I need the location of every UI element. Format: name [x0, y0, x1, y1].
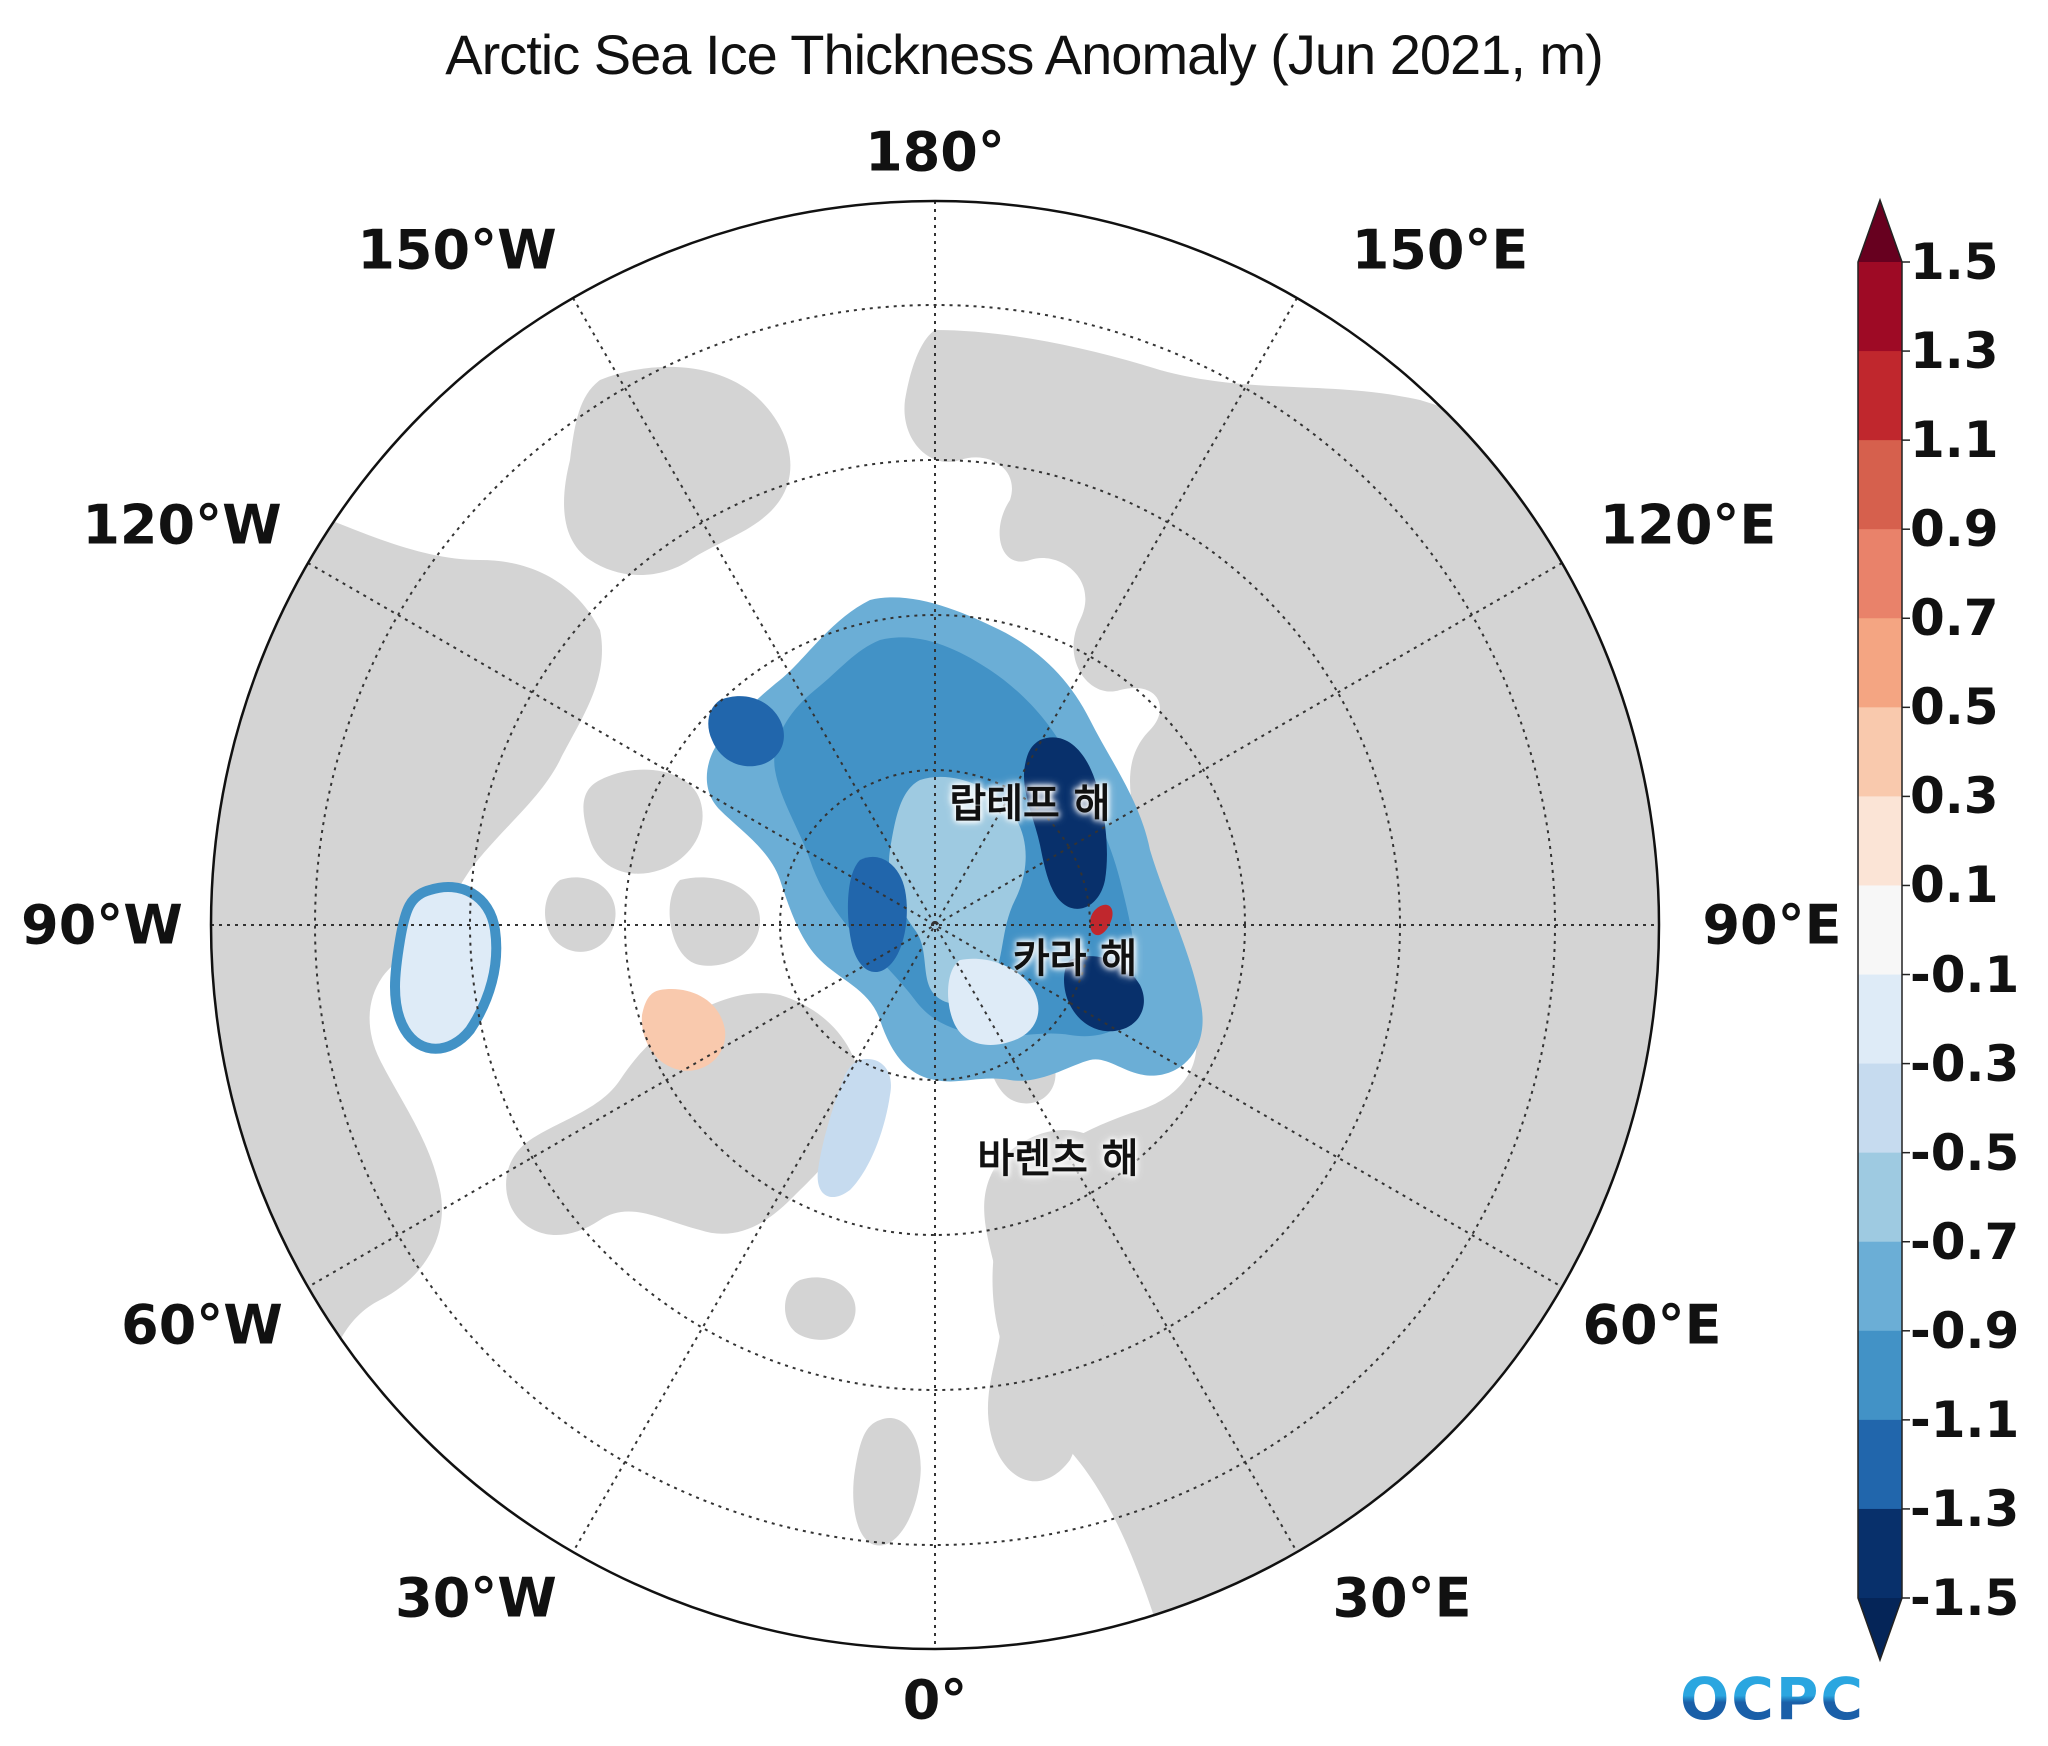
colorbar-tick-label: -0.9 — [1910, 1301, 2020, 1360]
land-siberia — [904, 330, 1659, 1649]
lon-label-120w: 120°W — [82, 493, 282, 557]
meridian-150e-30w — [572, 297, 1298, 1553]
lon-label-0: 0° — [902, 1668, 968, 1732]
lon-label-120e: 120°E — [1599, 493, 1777, 557]
lon-label-180: 180° — [865, 120, 1005, 184]
lon-label-60w: 60°W — [121, 1293, 283, 1357]
colorbar-tick-label: -0.1 — [1910, 945, 2020, 1004]
meridian-120e-60w — [307, 562, 1563, 1288]
sea-label-kara: 카라 해 — [1012, 936, 1138, 982]
colorbar-tick-label: 0.9 — [1910, 500, 1999, 559]
ice-greenland-sea — [817, 1059, 891, 1198]
land-british-isles — [853, 1418, 921, 1546]
colorbar-band — [1858, 351, 1902, 441]
colorbar-tick-label: -0.3 — [1910, 1034, 2020, 1093]
colorbar-band — [1858, 1063, 1902, 1154]
colorbar-band — [1858, 262, 1902, 352]
colorbar-tick-label: 0.5 — [1910, 678, 1999, 737]
map-boundary — [209, 199, 1661, 1651]
land-iceland — [785, 1277, 856, 1340]
ice-baffin-bay — [641, 989, 726, 1071]
ice-kara-deficit — [1023, 737, 1107, 909]
ice-anomaly-layer — [390, 597, 1203, 1198]
lon-label-30w: 30°W — [395, 1566, 557, 1630]
land-greenland — [506, 993, 860, 1235]
sea-label-barents: 바렌츠 해 — [977, 1136, 1139, 1182]
colorbar-tick-label: 0.7 — [1910, 589, 1999, 648]
colorbar-band — [1858, 440, 1902, 530]
landmass-layer — [211, 330, 1659, 1649]
colorbar-band — [1858, 1330, 1902, 1421]
land-alaska — [564, 366, 791, 575]
ice-field-core — [889, 776, 1026, 1004]
lon-label-150w: 150°W — [357, 218, 557, 282]
lon-label-150e: 150°E — [1351, 218, 1529, 282]
ice-kara-deficit-2 — [1064, 956, 1144, 1032]
ice-hudson-bay-rim — [390, 881, 502, 1054]
ocpc-logo: OCPC — [1680, 1665, 1865, 1733]
meridians — [211, 201, 1659, 1649]
meridian-120w-60e — [307, 562, 1563, 1288]
meridian-150w-30e — [572, 297, 1298, 1553]
colorbar-tick-label: -1.1 — [1910, 1390, 2020, 1449]
colorbar-tick-label: 1.1 — [1910, 411, 1999, 470]
colorbar-tick-label: 1.5 — [1910, 233, 1999, 291]
lon-label-90w: 90°W — [21, 893, 183, 957]
colorbar-band — [1858, 1152, 1902, 1243]
colorbar-band — [1858, 707, 1902, 797]
ice-kara-positive — [1089, 904, 1113, 936]
colorbar-tick-label: 0.1 — [1910, 856, 1999, 915]
ice-central-deficit — [847, 856, 907, 973]
colorbar — [1857, 197, 1910, 1663]
land-arctic-archipelago — [545, 769, 760, 966]
colorbar-extend-min — [1858, 1598, 1902, 1660]
colorbar-tick-label: 1.3 — [1910, 322, 1999, 381]
colorbar-band — [1858, 1419, 1902, 1510]
latitude-circle — [469, 459, 1401, 1391]
colorbar-extend-max — [1858, 200, 1902, 262]
map-title: Arctic Sea Ice Thickness Anomaly (Jun 20… — [445, 23, 1603, 86]
colorbar-band — [1858, 1241, 1902, 1332]
colorbar-tick-label: -0.5 — [1910, 1123, 2020, 1182]
colorbar-band — [1858, 618, 1902, 708]
colorbar-tick-label: -0.7 — [1910, 1212, 2020, 1271]
colorbar-band — [1858, 885, 1902, 976]
colorbar-tick-label: 0.3 — [1910, 767, 1999, 826]
ice-beaufort-deficit — [708, 696, 784, 767]
ice-field-thin — [948, 958, 1039, 1045]
lon-label-90e: 90°E — [1702, 893, 1842, 957]
colorbar-band — [1858, 1508, 1902, 1599]
colorbar-band — [1858, 529, 1902, 619]
land-scandinavia — [984, 1130, 1138, 1482]
colorbar-band — [1858, 974, 1902, 1065]
colorbar-band — [1858, 796, 1902, 886]
lon-label-30e: 30°E — [1332, 1566, 1472, 1630]
colorbar-tick-label: -1.3 — [1910, 1479, 2020, 1538]
colorbar-tick-label: -1.5 — [1910, 1569, 2020, 1627]
sea-label-laptev: 랍테프 해 — [949, 781, 1111, 827]
lon-label-60e: 60°E — [1582, 1293, 1722, 1357]
